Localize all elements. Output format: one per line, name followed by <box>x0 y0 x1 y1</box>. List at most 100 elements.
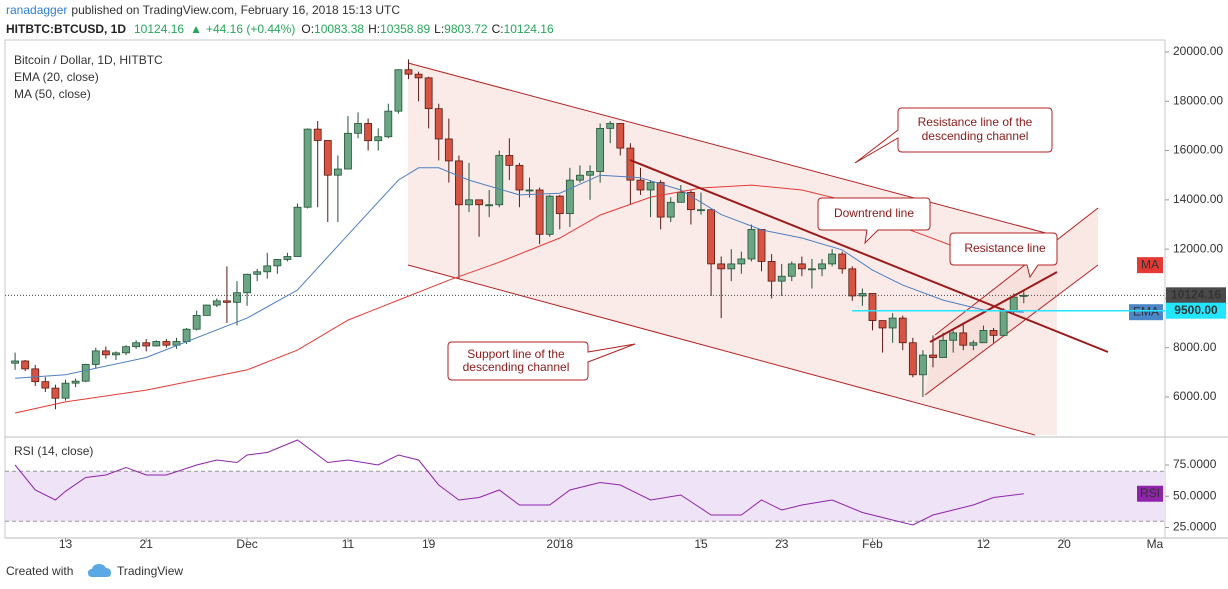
candle-body <box>485 204 494 207</box>
candle-body <box>293 206 302 257</box>
series-tag-label: RSI <box>1140 486 1160 500</box>
candle-body <box>81 364 90 382</box>
candle-body <box>999 310 1008 336</box>
series-tag <box>1137 257 1163 274</box>
candle-body <box>929 354 937 358</box>
last: 10124.16 <box>134 22 184 36</box>
x-tick-label: 11 <box>342 537 355 551</box>
price-label-box <box>1166 287 1226 304</box>
y-tick-label: 25.0000 <box>1173 520 1217 534</box>
candle-body <box>414 73 423 79</box>
series-tag-label: MA <box>1141 257 1159 271</box>
rsi-line <box>14 439 1024 526</box>
callout: Downtrend line <box>817 197 931 245</box>
candle-body <box>586 171 594 176</box>
ohlc-value: 10083.38 <box>314 22 364 36</box>
candle-body <box>11 360 19 364</box>
legend-entry: RSI (14, close) <box>14 444 93 458</box>
ohlc-value: 10124.16 <box>504 22 554 36</box>
candle-body <box>576 174 584 181</box>
candle-body <box>515 164 524 191</box>
candle-body <box>828 253 837 265</box>
candle-body <box>495 155 504 206</box>
candle-body <box>737 258 746 265</box>
candle-body <box>949 332 958 341</box>
candle-body <box>273 259 282 267</box>
candle-body <box>212 300 221 306</box>
x-tick-label: 12 <box>977 537 991 551</box>
candle-body <box>465 199 473 206</box>
downtrend-line <box>629 159 1109 353</box>
candle-body <box>424 77 433 110</box>
channel-resistance <box>407 62 1058 237</box>
candle-body <box>908 342 917 376</box>
rising-channel-lower <box>924 264 1099 396</box>
candle-body <box>687 192 695 211</box>
callout-text: Resistance line <box>964 241 1046 255</box>
y-tick-label: 6000.00 <box>1173 389 1217 403</box>
callout: Support line of the descending channel <box>447 341 636 381</box>
callout-text: Downtrend line <box>834 206 914 220</box>
rising-channel-upper <box>934 207 1099 336</box>
candle-body <box>233 292 241 303</box>
y-tick-label: 50.0000 <box>1173 488 1217 502</box>
price-label-box <box>1166 302 1226 319</box>
callout-text: descending channel <box>922 129 1029 143</box>
candle-body <box>364 123 373 142</box>
logo[interactable] <box>88 564 111 577</box>
resistance-line <box>929 271 1058 343</box>
candle-body <box>162 341 171 346</box>
candle-body <box>223 300 231 303</box>
candle-body <box>757 229 766 262</box>
candle-body <box>263 265 272 273</box>
author[interactable]: ranadagger <box>6 3 67 17</box>
candle-body <box>394 69 403 112</box>
y-tick-label: 16000.00 <box>1173 143 1223 157</box>
published: published on TradingView.com, February 1… <box>71 3 400 17</box>
candle-body <box>707 209 715 265</box>
ohlc-value: 9803.72 <box>444 22 488 36</box>
candle-body <box>101 350 110 356</box>
candle-body <box>283 256 292 260</box>
candle-body <box>192 314 201 330</box>
candle-body <box>555 195 564 215</box>
candle-body <box>818 263 826 270</box>
y-tick-label: 8000.00 <box>1173 340 1217 354</box>
candle-body <box>535 189 544 235</box>
candle-body <box>777 275 786 282</box>
candle-body <box>878 320 887 329</box>
ohlc-label: H: <box>368 22 380 36</box>
candle-body <box>919 354 927 376</box>
x-tick-label: Dec <box>236 537 257 551</box>
symbol-line: HITBTC:BTCUSD, 1D 10124.16 ▲ +44.16 (+0.44%… <box>6 22 554 36</box>
candle-body <box>122 346 130 354</box>
candle-body <box>697 209 705 212</box>
x-tick-label: 13 <box>59 537 73 551</box>
candle-body <box>616 123 625 149</box>
y-tick-label: 18000.00 <box>1173 93 1223 107</box>
x-tick-label: Feb <box>862 537 883 551</box>
price-label: 10124.16 <box>1171 288 1221 302</box>
candle-body <box>565 179 574 215</box>
candle-body <box>868 293 877 321</box>
candle-body <box>354 123 362 134</box>
candle-body <box>656 182 665 218</box>
channel-fill <box>408 63 1057 435</box>
candle-body <box>91 350 100 365</box>
plot <box>11 59 1028 414</box>
y-tick-label: 14000.00 <box>1173 192 1223 206</box>
x-tick-label: 23 <box>775 537 789 551</box>
x-tick-label: 21 <box>140 537 154 551</box>
candle-body <box>838 253 847 270</box>
callout: Resistance line of the descending channe… <box>854 107 1053 164</box>
candle-body <box>333 168 342 176</box>
candle-body <box>939 339 947 358</box>
indicator-line <box>15 167 1024 379</box>
legend-entry: MA (50, close) <box>14 87 91 101</box>
candle-body <box>323 140 332 176</box>
candle-body <box>243 273 251 294</box>
candle-body <box>444 138 453 162</box>
footer-brand[interactable]: TradingView <box>117 564 183 578</box>
x-tick-label: 20 <box>1057 537 1071 551</box>
